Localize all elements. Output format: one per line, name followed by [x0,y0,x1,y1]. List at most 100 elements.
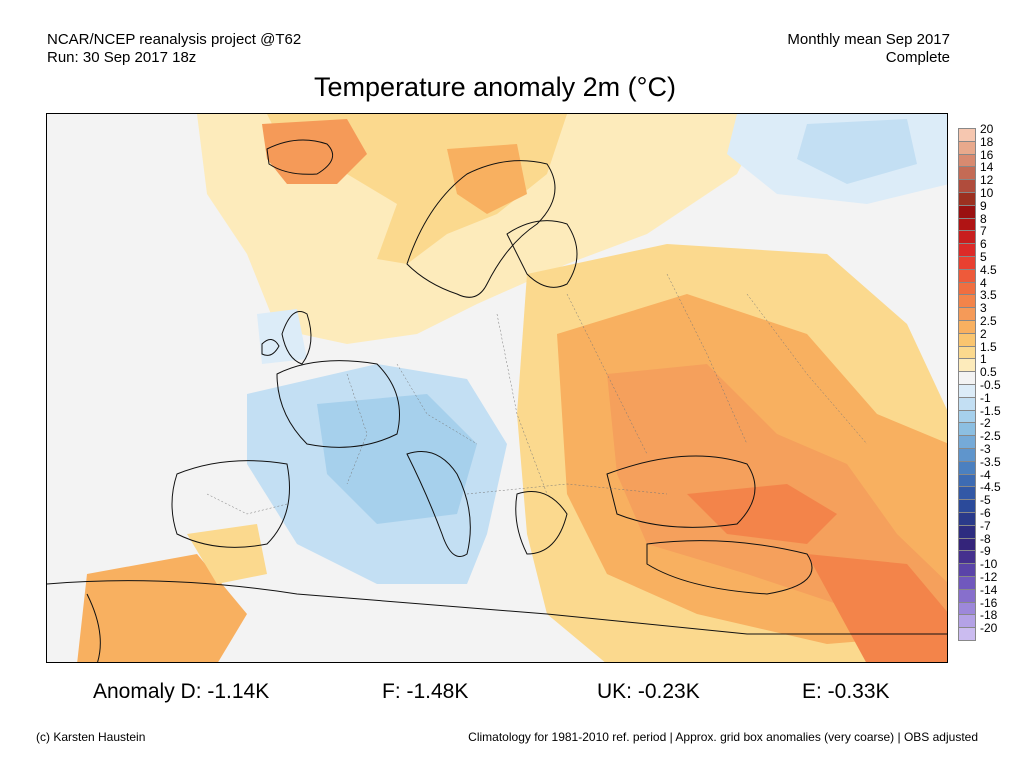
legend-label: -4 [980,467,991,482]
legend-swatch [958,435,976,449]
legend-label: -4.5 [980,480,1001,495]
legend-swatch [958,448,976,462]
legend-label: 1.5 [980,339,997,354]
legend-swatch [958,486,976,501]
map-title: Temperature anomaly 2m (°C) [314,72,676,102]
legend-label: -6 [980,506,991,520]
legend-swatch [958,204,976,219]
legend-label: 3 [980,301,987,316]
legend-label: -18 [980,608,998,623]
legend-label: 7 [980,224,987,239]
legend-label: 18 [980,134,994,149]
legend-swatch [958,460,976,475]
legend-swatch [958,153,976,168]
legend-swatch [958,332,976,347]
footnote: Climatology for 1981-2010 ref. period | … [468,730,978,744]
legend-label: -20 [980,621,998,636]
anomaly-caspian [687,484,837,544]
legend-swatch [958,281,976,296]
legend-swatch [958,358,976,373]
legend-label: 1 [980,352,987,367]
country-borders [206,273,868,515]
legend-label: 4.5 [980,262,997,277]
coastlines [47,139,947,662]
legend-label: -7 [980,518,991,533]
anomaly-spain: E: -0.33K [802,680,890,703]
legend-label: 20 [980,122,994,136]
legend-label: 2.5 [980,314,997,328]
legend-swatch [958,294,976,309]
legend-swatch [958,140,976,155]
anomaly-iberia-warm [187,524,267,584]
legend-swatch [958,409,976,424]
legend-swatch [958,537,976,552]
legend-label: 3.5 [980,288,997,303]
legend-swatch [958,550,976,565]
legend-swatch [958,384,976,398]
legend-swatch [958,217,976,232]
legend-label: -12 [980,570,998,584]
legend-label: -9 [980,544,991,559]
anomaly-france: F: -1.48K [382,680,469,703]
run-info: Run: 30 Sep 2017 18z [47,49,197,66]
legend-swatch [958,576,976,590]
legend-label: -2 [980,416,991,431]
legend-label: -3 [980,442,991,456]
anomaly-france-alps [317,394,477,524]
anomaly-uk-cool [257,309,307,364]
legend-label: 5 [980,250,987,264]
legend-swatch [958,320,976,334]
legend-swatch [958,192,976,206]
legend-swatch [958,601,976,616]
legend-swatch [958,268,976,283]
anomaly-iceland [262,119,367,184]
legend-swatch [958,614,976,629]
legend-label: 4 [980,275,987,290]
legend-label: -0.5 [980,378,1001,392]
legend-swatch [958,128,976,142]
legend-label: -14 [980,582,998,597]
legend-swatch [958,307,976,321]
legend-swatch [958,256,976,270]
legend-swatch [958,588,976,603]
legend-label: 16 [980,147,994,162]
legend-swatch [958,396,976,411]
map-canvas [47,114,947,662]
legend-swatch [958,499,976,513]
legend-label: 10 [980,186,994,200]
legend-label: -10 [980,557,998,572]
legend-label: -16 [980,595,998,610]
status-info: Complete [885,49,950,66]
legend-label: 12 [980,173,994,188]
legend-swatch [958,179,976,193]
legend-label: -8 [980,531,991,546]
anomaly-middle-east [807,554,947,662]
legend-swatch [958,422,976,437]
anomaly-northeast-cool-core [797,119,917,184]
legend-swatch [958,563,976,577]
legend-label: 8 [980,211,987,226]
legend-swatch [958,345,976,360]
legend-swatch [958,371,976,385]
model-info: NCAR/NCEP reanalysis project @T62 [47,31,302,48]
legend-swatch [958,512,976,526]
legend-label: 14 [980,160,994,175]
legend-label: 0.5 [980,365,997,380]
anomaly-uk: UK: -0.23K [597,680,700,703]
legend-label: -2.5 [980,429,1001,444]
legend-swatch [958,230,976,245]
legend-label: 9 [980,198,987,213]
legend-swatch [958,166,976,181]
period-info: Monthly mean Sep 2017 [787,31,950,48]
legend-label: -5 [980,493,991,508]
legend-swatch [958,627,976,641]
anomaly-germany: Anomaly D: -1.14K [93,680,270,703]
legend-label: -1 [980,390,991,405]
legend-label: -1.5 [980,403,1001,418]
credit-text: (c) Karsten Haustein [36,730,146,744]
anomaly-map [46,113,948,663]
legend-label: 2 [980,326,987,341]
legend-swatch [958,524,976,539]
legend-swatch [958,473,976,488]
legend-label: 6 [980,237,987,252]
